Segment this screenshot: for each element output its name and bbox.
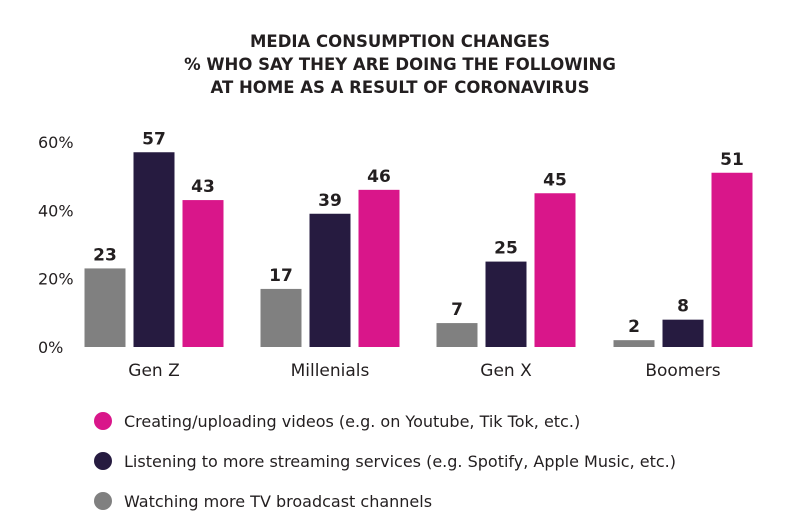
chart-title-line-1: MEDIA CONSUMPTION CHANGES <box>250 32 550 51</box>
bar-value-label: 51 <box>720 150 744 170</box>
bar <box>436 323 478 347</box>
bar-value-label: 17 <box>269 266 293 286</box>
bar-value-label: 8 <box>677 297 689 317</box>
bar-value-label: 23 <box>93 245 117 265</box>
bar <box>84 268 126 347</box>
bar <box>662 319 704 347</box>
bar-value-label: 57 <box>142 129 166 149</box>
bar <box>711 172 753 347</box>
y-tick-label: 60% <box>38 133 74 152</box>
legend-item-streaming-services: Listening to more streaming services (e.… <box>94 441 794 481</box>
bar <box>358 189 400 347</box>
bar-value-label: 39 <box>318 191 342 211</box>
legend-label-streaming-services: Listening to more streaming services (e.… <box>124 451 676 471</box>
legend-swatch-tv-broadcast <box>94 492 112 510</box>
legend-swatch-streaming-services <box>94 452 112 470</box>
y-tick-label: 40% <box>38 201 74 220</box>
bar-value-label: 46 <box>367 167 391 187</box>
bar <box>485 261 527 347</box>
bar-value-label: 25 <box>494 239 518 259</box>
bar-value-label: 45 <box>543 170 567 190</box>
bar <box>534 193 576 347</box>
legend-swatch-creating-videos <box>94 412 112 430</box>
chart-title: MEDIA CONSUMPTION CHANGES % WHO SAY THEY… <box>0 30 800 99</box>
bar <box>309 213 351 347</box>
chart-legend: Creating/uploading videos (e.g. on Youtu… <box>94 401 794 521</box>
bar <box>133 152 175 347</box>
bar-chart: 0% 20% 40% 60% 23 57 43 Gen Z 17 39 46 Millenials 7 2… <box>38 129 753 381</box>
legend-item-tv-broadcast: Watching more TV broadcast channels <box>94 481 794 521</box>
legend-label-tv-broadcast: Watching more TV broadcast channels <box>124 491 433 511</box>
bar-value-label: 2 <box>628 317 640 337</box>
bar-value-label: 43 <box>191 177 215 197</box>
bar <box>260 288 302 347</box>
chart-title-line-3: AT HOME AS A RESULT OF CORONAVIRUS <box>210 78 590 97</box>
bar <box>613 340 655 347</box>
legend-item-creating-videos: Creating/uploading videos (e.g. on Youtu… <box>94 401 794 441</box>
x-category-label: Gen X <box>480 361 532 381</box>
x-category-label: Boomers <box>645 361 720 381</box>
y-tick-label: 0% <box>38 338 63 357</box>
chart-title-line-2: % WHO SAY THEY ARE DOING THE FOLLOWING <box>184 55 616 74</box>
legend-label-creating-videos: Creating/uploading videos (e.g. on Youtu… <box>124 411 581 431</box>
bar <box>182 200 224 347</box>
y-tick-label: 20% <box>38 270 74 289</box>
x-category-label: Gen Z <box>128 361 179 381</box>
x-category-label: Millenials <box>291 361 370 381</box>
bar-value-label: 7 <box>451 300 463 320</box>
